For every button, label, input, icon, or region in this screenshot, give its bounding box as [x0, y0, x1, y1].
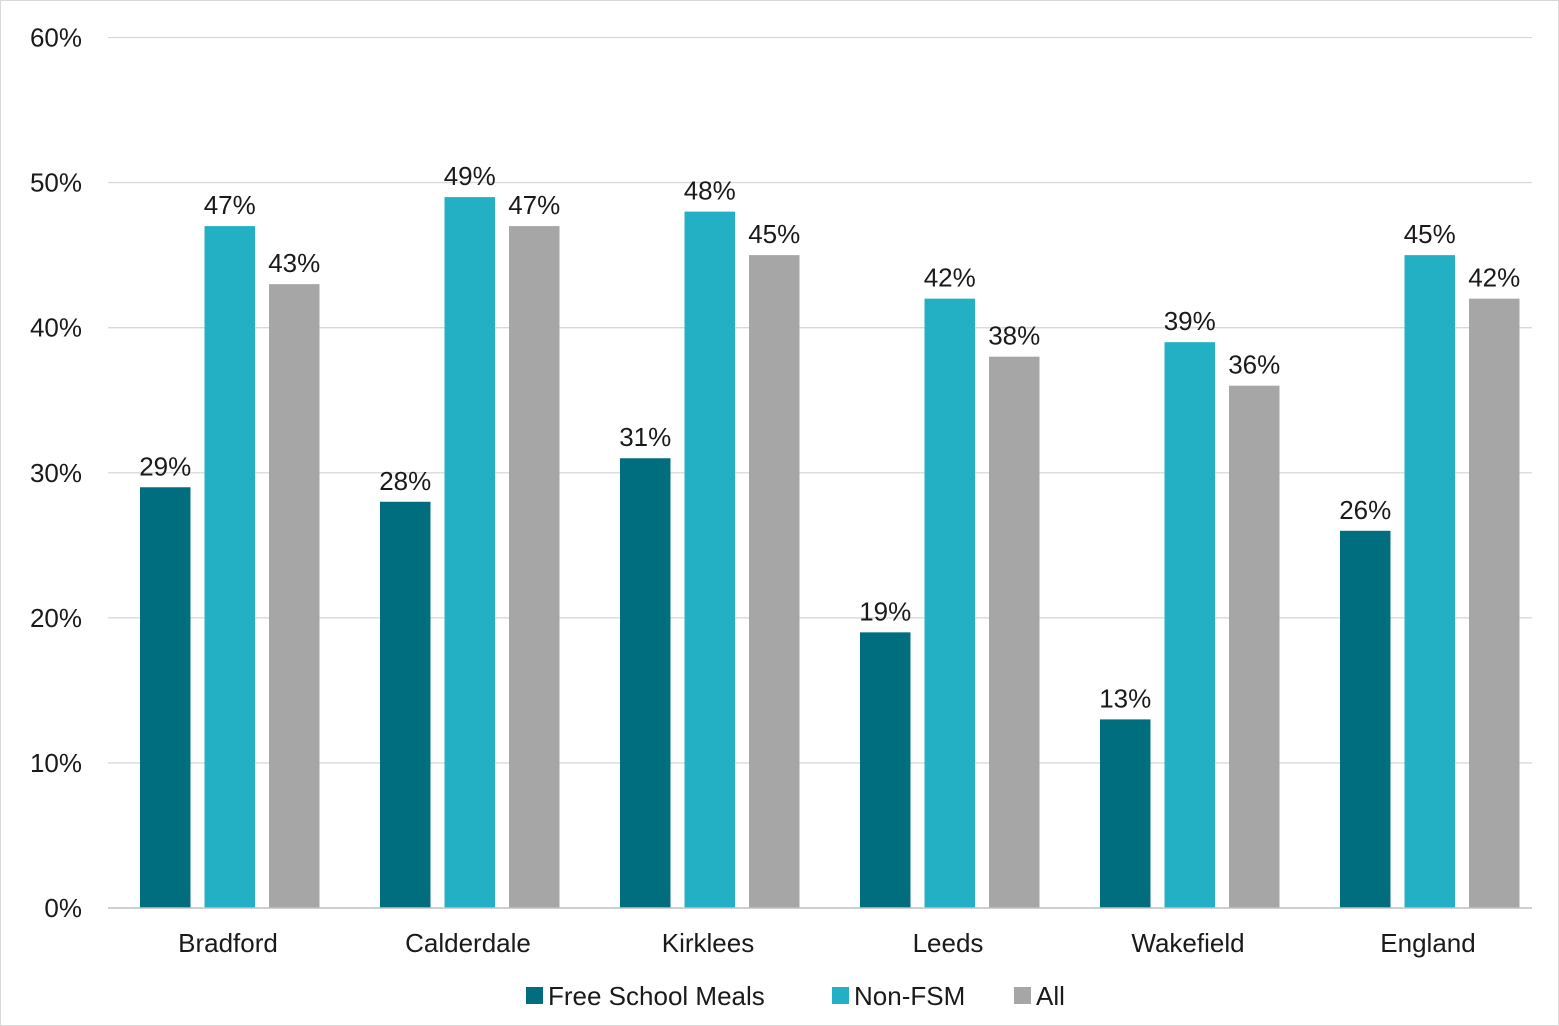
y-tick-label: 60% [30, 23, 82, 53]
bar-all-leeds [989, 356, 1040, 908]
y-tick-label: 20% [30, 603, 82, 633]
data-label: 19% [859, 596, 911, 626]
bar-non-fsm-kirklees [684, 211, 735, 909]
data-label: 42% [1468, 263, 1520, 293]
y-tick-label: 50% [30, 168, 82, 198]
x-category-label: Kirklees [662, 928, 754, 958]
data-labels: 29% 47% 43% 28% 49% 47% 31% 48% 45% 19% 42% 38% 13% 3… [139, 161, 1520, 713]
legend-swatch [526, 987, 543, 1004]
y-tick-label: 0% [44, 893, 82, 923]
bar-free-school-meals-leeds [860, 632, 911, 908]
bar-free-school-meals-wakefield [1100, 719, 1151, 908]
data-label: 48% [684, 176, 736, 206]
x-category-label: Calderdale [405, 928, 531, 958]
x-category-label: Bradford [178, 928, 278, 958]
bar-all-wakefield [1229, 385, 1280, 908]
data-label: 49% [444, 161, 496, 191]
legend-label: All [1036, 981, 1065, 1011]
data-label: 39% [1164, 306, 1216, 336]
bar-all-england [1469, 298, 1520, 908]
y-tick-label: 40% [30, 313, 82, 343]
bar-non-fsm-wakefield [1164, 342, 1215, 908]
y-tick-label: 10% [30, 748, 82, 778]
gridlines [108, 36, 1532, 764]
bar-free-school-meals-bradford [140, 487, 191, 908]
x-category-label: Leeds [913, 928, 984, 958]
bars [140, 197, 1520, 909]
data-label: 45% [748, 219, 800, 249]
bar-all-kirklees [749, 255, 800, 908]
data-label: 47% [204, 190, 256, 220]
data-label: 28% [379, 466, 431, 496]
data-label: 13% [1099, 683, 1151, 713]
bar-free-school-meals-calderdale [380, 501, 431, 908]
bar-free-school-meals-kirklees [620, 458, 671, 908]
data-label: 31% [619, 422, 671, 452]
data-label: 29% [139, 451, 191, 481]
legend: Free School Meals Non-FSM All [526, 981, 1065, 1011]
legend-label: Free School Meals [548, 981, 765, 1011]
bar-all-calderdale [509, 226, 560, 908]
y-axis-ticks: 0% 10% 20% 30% 40% 50% 60% [30, 23, 82, 924]
data-label: 47% [508, 190, 560, 220]
bar-free-school-meals-england [1340, 530, 1391, 908]
data-label: 38% [988, 321, 1040, 351]
legend-label: Non-FSM [854, 981, 965, 1011]
x-category-label: Wakefield [1131, 928, 1244, 958]
bar-non-fsm-calderdale [444, 197, 495, 908]
legend-swatch [832, 987, 849, 1004]
data-label: 36% [1228, 350, 1280, 380]
bar-non-fsm-leeds [924, 298, 975, 908]
data-label: 45% [1404, 219, 1456, 249]
data-label: 26% [1339, 495, 1391, 525]
x-category-label: England [1380, 928, 1475, 958]
bar-non-fsm-bradford [204, 226, 255, 908]
x-axis-categories: Bradford Calderdale Kirklees Leeds Wakefield… [178, 928, 1476, 958]
legend-swatch [1014, 987, 1031, 1004]
data-label: 43% [268, 248, 320, 278]
y-tick-label: 30% [30, 458, 82, 488]
data-label: 42% [924, 263, 976, 293]
bar-all-bradford [269, 284, 320, 908]
bar-non-fsm-england [1404, 255, 1455, 908]
